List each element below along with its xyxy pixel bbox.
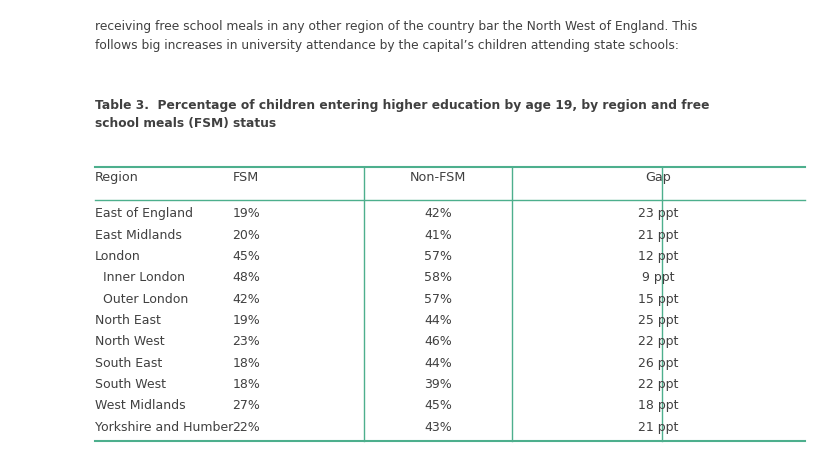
Text: Non-FSM: Non-FSM — [409, 171, 466, 184]
Text: Table 3.  Percentage of children entering higher education by age 19, by region : Table 3. Percentage of children entering… — [95, 99, 709, 130]
Text: 22%: 22% — [232, 421, 260, 434]
Text: 18 ppt: 18 ppt — [638, 400, 677, 412]
Text: South West: South West — [95, 378, 166, 391]
Text: 15 ppt: 15 ppt — [638, 293, 677, 306]
Text: FSM: FSM — [233, 171, 259, 184]
Text: London: London — [95, 250, 141, 263]
Text: 58%: 58% — [423, 271, 452, 284]
Text: 12 ppt: 12 ppt — [638, 250, 677, 263]
Text: 21 ppt: 21 ppt — [638, 229, 677, 242]
Text: 26 ppt: 26 ppt — [638, 357, 677, 370]
Text: 45%: 45% — [423, 400, 452, 412]
Text: 41%: 41% — [423, 229, 452, 242]
Text: 22 ppt: 22 ppt — [638, 378, 677, 391]
Text: 18%: 18% — [232, 357, 260, 370]
Text: 44%: 44% — [423, 357, 452, 370]
Text: 43%: 43% — [423, 421, 452, 434]
Text: Inner London: Inner London — [95, 271, 185, 284]
Text: 39%: 39% — [423, 378, 452, 391]
Text: 42%: 42% — [423, 207, 452, 220]
Text: 22 ppt: 22 ppt — [638, 335, 677, 348]
Text: 42%: 42% — [232, 293, 260, 306]
Text: North West: North West — [95, 335, 165, 348]
Text: 45%: 45% — [232, 250, 260, 263]
Text: Gap: Gap — [644, 171, 671, 184]
Text: 21 ppt: 21 ppt — [638, 421, 677, 434]
Text: East Midlands: East Midlands — [95, 229, 182, 242]
Text: 9 ppt: 9 ppt — [641, 271, 674, 284]
Text: Outer London: Outer London — [95, 293, 189, 306]
Text: 44%: 44% — [423, 314, 452, 327]
Text: 48%: 48% — [232, 271, 260, 284]
Text: East of England: East of England — [95, 207, 193, 220]
Text: 23%: 23% — [232, 335, 260, 348]
Text: West Midlands: West Midlands — [95, 400, 185, 412]
Text: 18%: 18% — [232, 378, 260, 391]
Text: 27%: 27% — [232, 400, 260, 412]
Text: Yorkshire and Humber: Yorkshire and Humber — [95, 421, 233, 434]
Text: 57%: 57% — [423, 250, 452, 263]
Text: 57%: 57% — [423, 293, 452, 306]
Text: 46%: 46% — [423, 335, 452, 348]
Text: 25 ppt: 25 ppt — [638, 314, 677, 327]
Text: 20%: 20% — [232, 229, 260, 242]
Text: Region: Region — [95, 171, 139, 184]
Text: South East: South East — [95, 357, 162, 370]
Text: receiving free school meals in any other region of the country bar the North Wes: receiving free school meals in any other… — [95, 20, 697, 52]
Text: 19%: 19% — [232, 207, 260, 220]
Text: 23 ppt: 23 ppt — [638, 207, 677, 220]
Text: North East: North East — [95, 314, 161, 327]
Text: 19%: 19% — [232, 314, 260, 327]
